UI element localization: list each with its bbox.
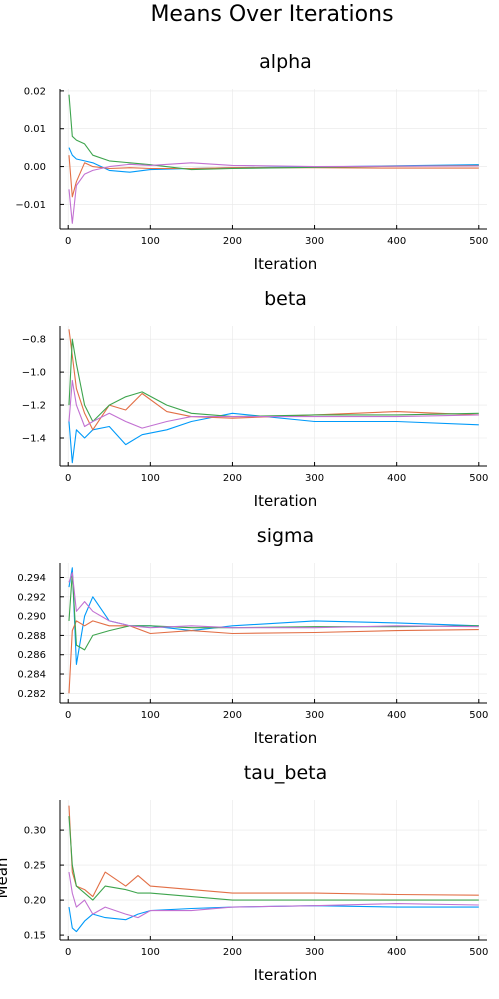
x-tick-label: 100 <box>141 236 160 247</box>
series-line-1 <box>68 905 479 933</box>
series-line-1 <box>68 412 479 464</box>
series-line-2 <box>68 805 479 898</box>
figure-title: Means Over Iterations <box>150 2 393 27</box>
y-tick-label: 0.25 <box>24 861 46 872</box>
x-axis-label: Iteration <box>254 966 318 984</box>
x-tick-label: 400 <box>387 473 406 484</box>
y-tick-label: −0.8 <box>22 335 46 346</box>
y-tick-label: 0.290 <box>17 612 46 623</box>
y-tick-label: −0.01 <box>15 200 46 211</box>
x-tick-label: 100 <box>141 947 160 958</box>
series-line-3 <box>68 816 479 901</box>
y-tick-label: −1.4 <box>22 434 46 445</box>
y-tick-label: 0.15 <box>24 931 46 942</box>
y-tick-label: −1.0 <box>22 368 46 379</box>
y-axis-label: Mean <box>0 858 11 899</box>
x-tick-label: 400 <box>387 710 406 721</box>
x-tick-label: 0 <box>65 236 71 247</box>
x-tick-label: 200 <box>223 236 242 247</box>
y-tick-label: 0.284 <box>17 670 46 681</box>
x-tick-label: 500 <box>469 236 488 247</box>
x-tick-label: 400 <box>387 947 406 958</box>
y-tick-label: 0.294 <box>17 573 46 584</box>
panel-title: alpha <box>259 51 312 73</box>
y-tick-label: 0.288 <box>17 631 46 642</box>
x-axis-label: Iteration <box>254 729 318 747</box>
panel-sigma: 0 100 200 300 400 500 0.282 0.284 0.286 0.288 0.29… <box>17 525 488 747</box>
x-tick-label: 100 <box>141 473 160 484</box>
series-line-4 <box>68 379 479 429</box>
y-tick-label: 0.01 <box>24 124 46 135</box>
y-tick-label: 0.00 <box>24 162 46 173</box>
x-tick-label: 0 <box>65 473 71 484</box>
series-line-4 <box>68 162 479 224</box>
x-tick-label: 500 <box>469 473 488 484</box>
panel-beta: 0 100 200 300 400 500 −1.4 −1.2 −1.0 −0.8 beta Iter… <box>22 288 489 510</box>
panel-title: tau_beta <box>244 762 327 784</box>
series-line-3 <box>68 338 479 423</box>
x-tick-label: 200 <box>223 710 242 721</box>
x-tick-label: 200 <box>223 947 242 958</box>
series-line-4 <box>68 572 479 629</box>
y-tick-label: 0.30 <box>24 826 46 837</box>
y-tick-label: −1.2 <box>22 401 46 412</box>
y-tick-label: 0.292 <box>17 592 46 603</box>
x-tick-label: 500 <box>469 710 488 721</box>
x-tick-label: 0 <box>65 947 71 958</box>
y-tick-label: 0.286 <box>17 650 46 661</box>
y-tick-label: 0.02 <box>24 86 46 97</box>
series-line-3 <box>68 572 479 651</box>
y-tick-label: 0.20 <box>24 896 46 907</box>
x-tick-label: 400 <box>387 236 406 247</box>
y-tick-label: 0.282 <box>17 689 46 700</box>
x-tick-label: 300 <box>305 710 324 721</box>
x-tick-label: 100 <box>141 710 160 721</box>
x-tick-label: 200 <box>223 473 242 484</box>
x-tick-label: 300 <box>305 947 324 958</box>
x-tick-label: 500 <box>469 947 488 958</box>
x-axis-label: Iteration <box>254 255 318 273</box>
x-tick-label: 300 <box>305 236 324 247</box>
panel-alpha: 0 100 200 300 400 500 −0.01 0.00 0.01 0.02 alpha It… <box>15 51 488 273</box>
panel-title: sigma <box>257 525 314 547</box>
x-tick-label: 0 <box>65 710 71 721</box>
panel-title: beta <box>264 288 307 310</box>
series-line-2 <box>68 155 479 198</box>
x-tick-label: 300 <box>305 473 324 484</box>
panel-tau-beta: 0 100 200 300 400 500 0.15 0.20 0.25 0.30 tau_beta… <box>0 762 488 984</box>
x-axis-label: Iteration <box>254 492 318 510</box>
series-line-3 <box>68 94 479 171</box>
series-line-4 <box>68 872 479 919</box>
series-line-2 <box>68 620 479 694</box>
